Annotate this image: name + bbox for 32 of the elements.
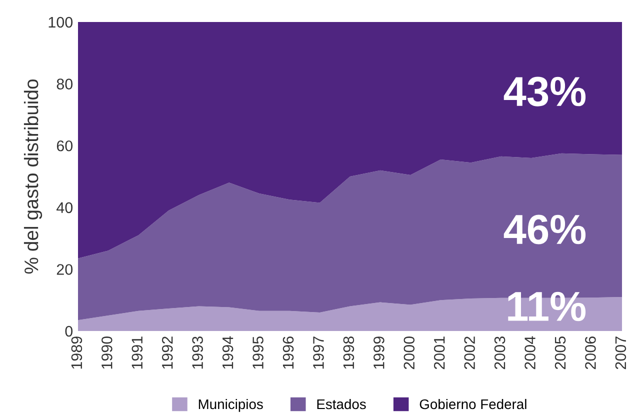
legend-label: Municipios bbox=[198, 398, 263, 412]
annotation: 43% bbox=[504, 76, 586, 106]
x-tick-label: 2000 bbox=[404, 336, 415, 370]
y-axis-title: % del gasto distribuido bbox=[24, 79, 42, 274]
x-tick-label: 1999 bbox=[374, 336, 384, 369]
x-tick-label: 2002 bbox=[464, 336, 475, 370]
x-tick-label: 1997 bbox=[313, 336, 324, 369]
x-tick-label: 1989 bbox=[71, 336, 82, 369]
x-tick-label: 2004 bbox=[524, 336, 536, 370]
y-tick-label: 100 bbox=[48, 16, 73, 28]
y-tick-label: 20 bbox=[56, 264, 73, 275]
y-tick-label: 0 bbox=[65, 326, 73, 337]
x-tick-label: 1996 bbox=[282, 336, 294, 369]
x-tick-label: 1991 bbox=[132, 336, 143, 369]
x-tick-label: 1992 bbox=[162, 336, 173, 369]
x-tick-label: 2003 bbox=[494, 336, 506, 370]
y-tick-label: 60 bbox=[56, 140, 73, 152]
x-tick-label: 1994 bbox=[222, 336, 234, 369]
x-tick-label: 2005 bbox=[554, 336, 566, 370]
y-tick-label: 40 bbox=[56, 202, 73, 214]
x-tick-label: 2007 bbox=[615, 336, 626, 370]
y-tick-label: 80 bbox=[56, 78, 73, 90]
x-tick-label: 1990 bbox=[102, 336, 112, 369]
annotation: 46% bbox=[504, 214, 586, 244]
legend-label: Gobierno Federal bbox=[420, 398, 526, 410]
annotation: 11% bbox=[508, 292, 586, 322]
x-tick-label: 1995 bbox=[252, 336, 264, 369]
x-tick-label: 2001 bbox=[434, 336, 445, 370]
x-tick-label: 1993 bbox=[192, 336, 203, 369]
x-tick-label: 2006 bbox=[585, 336, 596, 370]
legend-label: Estados bbox=[317, 398, 366, 410]
x-tick-label: 1998 bbox=[343, 336, 354, 369]
